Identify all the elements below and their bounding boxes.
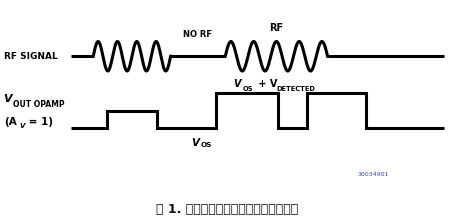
Text: OS: OS: [200, 142, 212, 148]
Text: V: V: [191, 138, 199, 148]
Text: V: V: [4, 94, 12, 104]
Text: OS: OS: [242, 87, 253, 92]
Text: + V: + V: [255, 79, 278, 89]
Text: 30034901: 30034901: [357, 172, 389, 177]
Text: = 1): = 1): [25, 117, 53, 127]
Text: RF: RF: [269, 23, 283, 33]
Text: OUT OPAMP: OUT OPAMP: [13, 100, 64, 109]
Text: 图 1. 射频信号检波产生的失调电压变化: 图 1. 射频信号检波产生的失调电压变化: [157, 203, 298, 216]
Text: V: V: [233, 79, 241, 89]
Text: V: V: [19, 123, 25, 129]
Text: (A: (A: [4, 117, 16, 127]
Text: DETECTED: DETECTED: [277, 87, 315, 92]
Text: NO RF: NO RF: [183, 30, 212, 39]
Text: RF SIGNAL: RF SIGNAL: [4, 52, 57, 61]
